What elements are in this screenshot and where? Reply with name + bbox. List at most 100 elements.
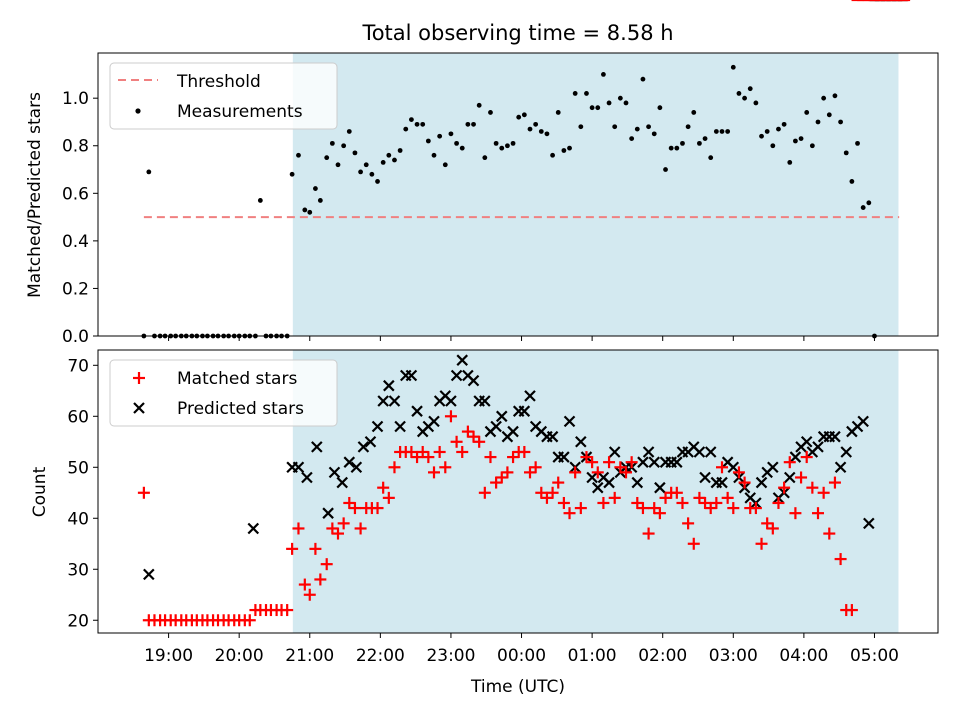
matched-stars-point: [783, 456, 796, 469]
top-legend: Threshold Measurements: [109, 62, 338, 130]
top-chart-title: Total observing time = 8.58 h: [361, 21, 673, 45]
measurement-point: [668, 145, 674, 151]
top-y-tick-label: 0.4: [62, 232, 89, 252]
predicted-stars-point: [292, 461, 305, 474]
measurement-point: [730, 64, 736, 70]
measurement-point: [572, 91, 578, 96]
measurement-point: [657, 105, 663, 111]
predicted-stars-point: [456, 354, 469, 366]
bottom-x-axis-label: Time (UTC): [470, 677, 565, 697]
predicted-stars-point: [648, 456, 661, 468]
matched-stars-point: [721, 491, 734, 504]
measurement-point: [442, 162, 448, 168]
bottom-legend-box: [109, 359, 338, 427]
matched-stars-point: [450, 435, 463, 448]
measurement-point: [482, 155, 488, 161]
predicted-stars-point: [322, 507, 334, 519]
matched-stars-point: [608, 491, 621, 504]
measurement-point: [561, 148, 567, 153]
predicted-stars-point: [495, 410, 508, 423]
matched-stars-point: [823, 527, 836, 540]
measurement-point: [505, 143, 510, 149]
predicted-stars-point: [524, 390, 536, 402]
measurement-point: [414, 121, 420, 127]
measurement-point: [651, 131, 657, 137]
predicted-stars-point: [767, 461, 779, 474]
measurement-point: [787, 159, 793, 165]
measurement-point: [702, 136, 708, 142]
measurement-point: [403, 126, 409, 132]
measurement-point: [397, 148, 403, 153]
matched-stars-point: [789, 507, 802, 520]
measurement-point: [697, 140, 702, 146]
matched-stars-point: [478, 486, 491, 499]
measurement-point: [459, 145, 465, 151]
bottom-legend: Matched stars Predicted stars: [109, 359, 338, 427]
measurement-point: [838, 119, 843, 125]
predicted-stars-point: [311, 441, 323, 453]
legend-predicted-label: Predicted stars: [177, 399, 304, 419]
predicted-stars-point: [247, 522, 260, 535]
predicted-stars-point: [783, 471, 796, 484]
measurement-point: [544, 131, 550, 137]
predicted-stars-point: [857, 415, 869, 428]
matched-stars-point: [591, 466, 604, 479]
predicted-stars-point: [450, 369, 463, 382]
measurement-point: [313, 186, 318, 191]
measurement-point: [454, 140, 459, 146]
measurement-point: [663, 167, 668, 172]
measurement-point: [674, 145, 680, 151]
measurement-point: [341, 143, 347, 149]
predicted-stars-point: [693, 446, 706, 458]
legend-matched-swatch: [133, 372, 145, 384]
matched-stars-point: [682, 517, 695, 530]
matched-stars-point: [738, 476, 751, 489]
matched-stars-point: [620, 466, 632, 479]
measurement-point: [866, 200, 872, 206]
measurement-point: [793, 138, 798, 144]
measurement-point: [307, 209, 313, 215]
measurement-point: [640, 76, 646, 82]
legend-measurements-swatch: [135, 108, 141, 114]
top-y-tick-label: 1.0: [62, 89, 89, 109]
matched-stars-point: [422, 451, 435, 464]
measurement-point: [346, 129, 352, 134]
matched-stars-point: [845, 604, 858, 617]
top-plot-frame: [97, 52, 939, 337]
bottom-y-tick-label: 40: [67, 509, 89, 529]
predicted-stars-point: [637, 456, 649, 468]
matched-stars-point: [834, 553, 847, 566]
matched-stars-point: [670, 486, 683, 499]
measurement-point: [860, 205, 866, 210]
matched-stars-point: [636, 502, 649, 515]
matched-stars-point: [817, 486, 830, 499]
matched-stars-point: [642, 527, 655, 540]
matched-stars-point: [456, 445, 469, 458]
matched-stars-point: [292, 522, 305, 535]
measurement-point: [770, 143, 776, 149]
measurement-point: [420, 121, 426, 127]
measurement-point: [471, 121, 476, 127]
matched-stars-point: [332, 527, 344, 540]
predicted-stars-point: [507, 425, 519, 438]
measurement-point: [369, 171, 375, 177]
matched-stars-point: [546, 486, 559, 499]
x-tick-label: 01:00: [568, 646, 617, 666]
predicted-stars-point: [863, 517, 875, 530]
measurement-point: [146, 169, 152, 175]
bottom-panel: 20 30 40 50 60 70 19:00 20:00 21:00 22:00 23:00 00…: [30, 0, 939, 697]
measurement-point: [521, 112, 527, 118]
measurement-point: [302, 207, 308, 213]
predicted-stars-point: [143, 568, 155, 581]
matched-stars-point: [727, 502, 740, 515]
x-tick-label: 20:00: [215, 646, 264, 666]
measurement-point: [329, 140, 335, 146]
measurement-point: [386, 152, 392, 158]
measurement-point: [409, 117, 414, 122]
matched-stars-point: [552, 476, 565, 489]
measurement-point: [392, 157, 397, 163]
bottom-y-axis-label: Count: [30, 466, 50, 517]
measurement-point: [798, 136, 804, 142]
predicted-stars-point: [631, 476, 644, 489]
